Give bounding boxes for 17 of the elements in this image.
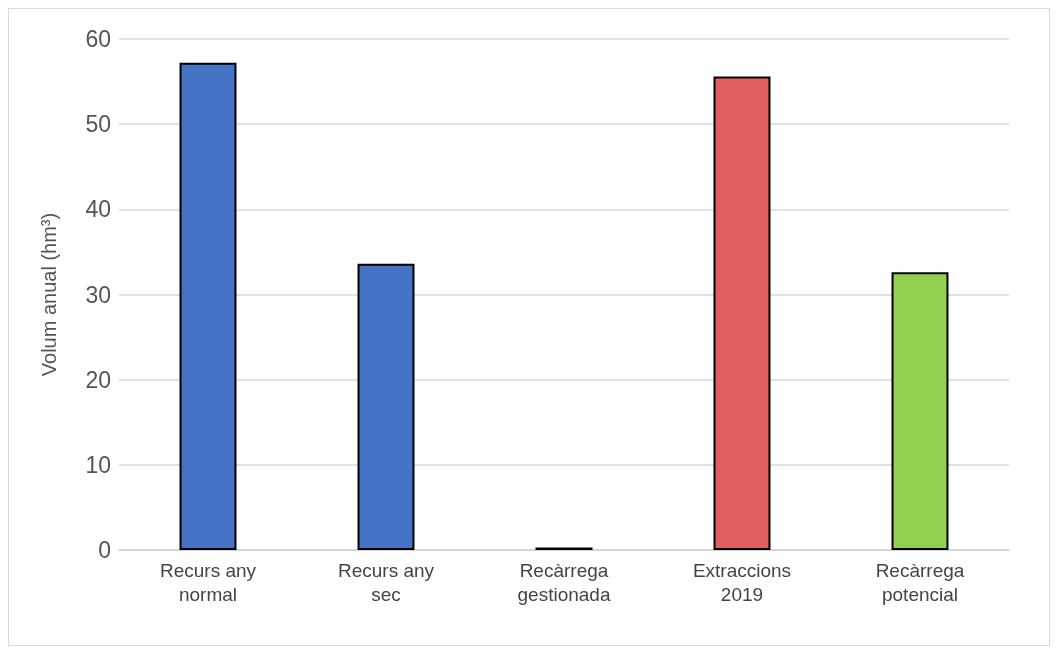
y-axis-title: Volum anual (hm³) [38, 212, 60, 377]
x-tick-label: Recurs any sec [337, 559, 435, 605]
y-tick-label: 10 [85, 451, 111, 478]
bar [179, 62, 237, 550]
y-tick-label: 40 [85, 196, 111, 223]
x-tick-label: Recàrrega potencial [875, 559, 965, 605]
y-tick-label: 50 [85, 111, 111, 138]
x-tick-label: Recàrrega gestionada [517, 559, 611, 605]
y-tick-label: 20 [85, 366, 111, 393]
bar [891, 272, 949, 550]
y-tick-label: 60 [85, 26, 111, 52]
bar [713, 76, 771, 550]
x-tick-label: Extraccions 2019 [692, 559, 792, 605]
y-tick-label: 0 [98, 537, 111, 563]
y-tick-label: 30 [85, 281, 111, 308]
x-tick-label: Recurs any normal [159, 559, 257, 605]
bar [357, 263, 415, 550]
